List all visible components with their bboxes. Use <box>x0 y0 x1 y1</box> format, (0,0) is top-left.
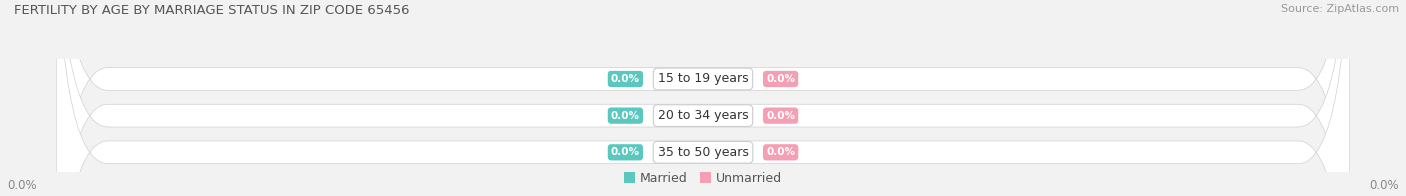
Text: 0.0%: 0.0% <box>610 74 640 84</box>
Text: 0.0%: 0.0% <box>766 147 796 157</box>
FancyBboxPatch shape <box>56 0 1350 196</box>
Text: FERTILITY BY AGE BY MARRIAGE STATUS IN ZIP CODE 65456: FERTILITY BY AGE BY MARRIAGE STATUS IN Z… <box>14 4 409 17</box>
Text: 0.0%: 0.0% <box>610 147 640 157</box>
FancyBboxPatch shape <box>56 0 1350 196</box>
Text: 0.0%: 0.0% <box>610 111 640 121</box>
Text: 15 to 19 years: 15 to 19 years <box>658 73 748 85</box>
Text: 0.0%: 0.0% <box>766 74 796 84</box>
Legend: Married, Unmarried: Married, Unmarried <box>619 167 787 190</box>
Text: 20 to 34 years: 20 to 34 years <box>658 109 748 122</box>
Text: 0.0%: 0.0% <box>1369 179 1399 192</box>
Text: Source: ZipAtlas.com: Source: ZipAtlas.com <box>1281 4 1399 14</box>
Text: 0.0%: 0.0% <box>766 111 796 121</box>
Text: 0.0%: 0.0% <box>7 179 37 192</box>
Text: 35 to 50 years: 35 to 50 years <box>658 146 748 159</box>
FancyBboxPatch shape <box>56 0 1350 196</box>
